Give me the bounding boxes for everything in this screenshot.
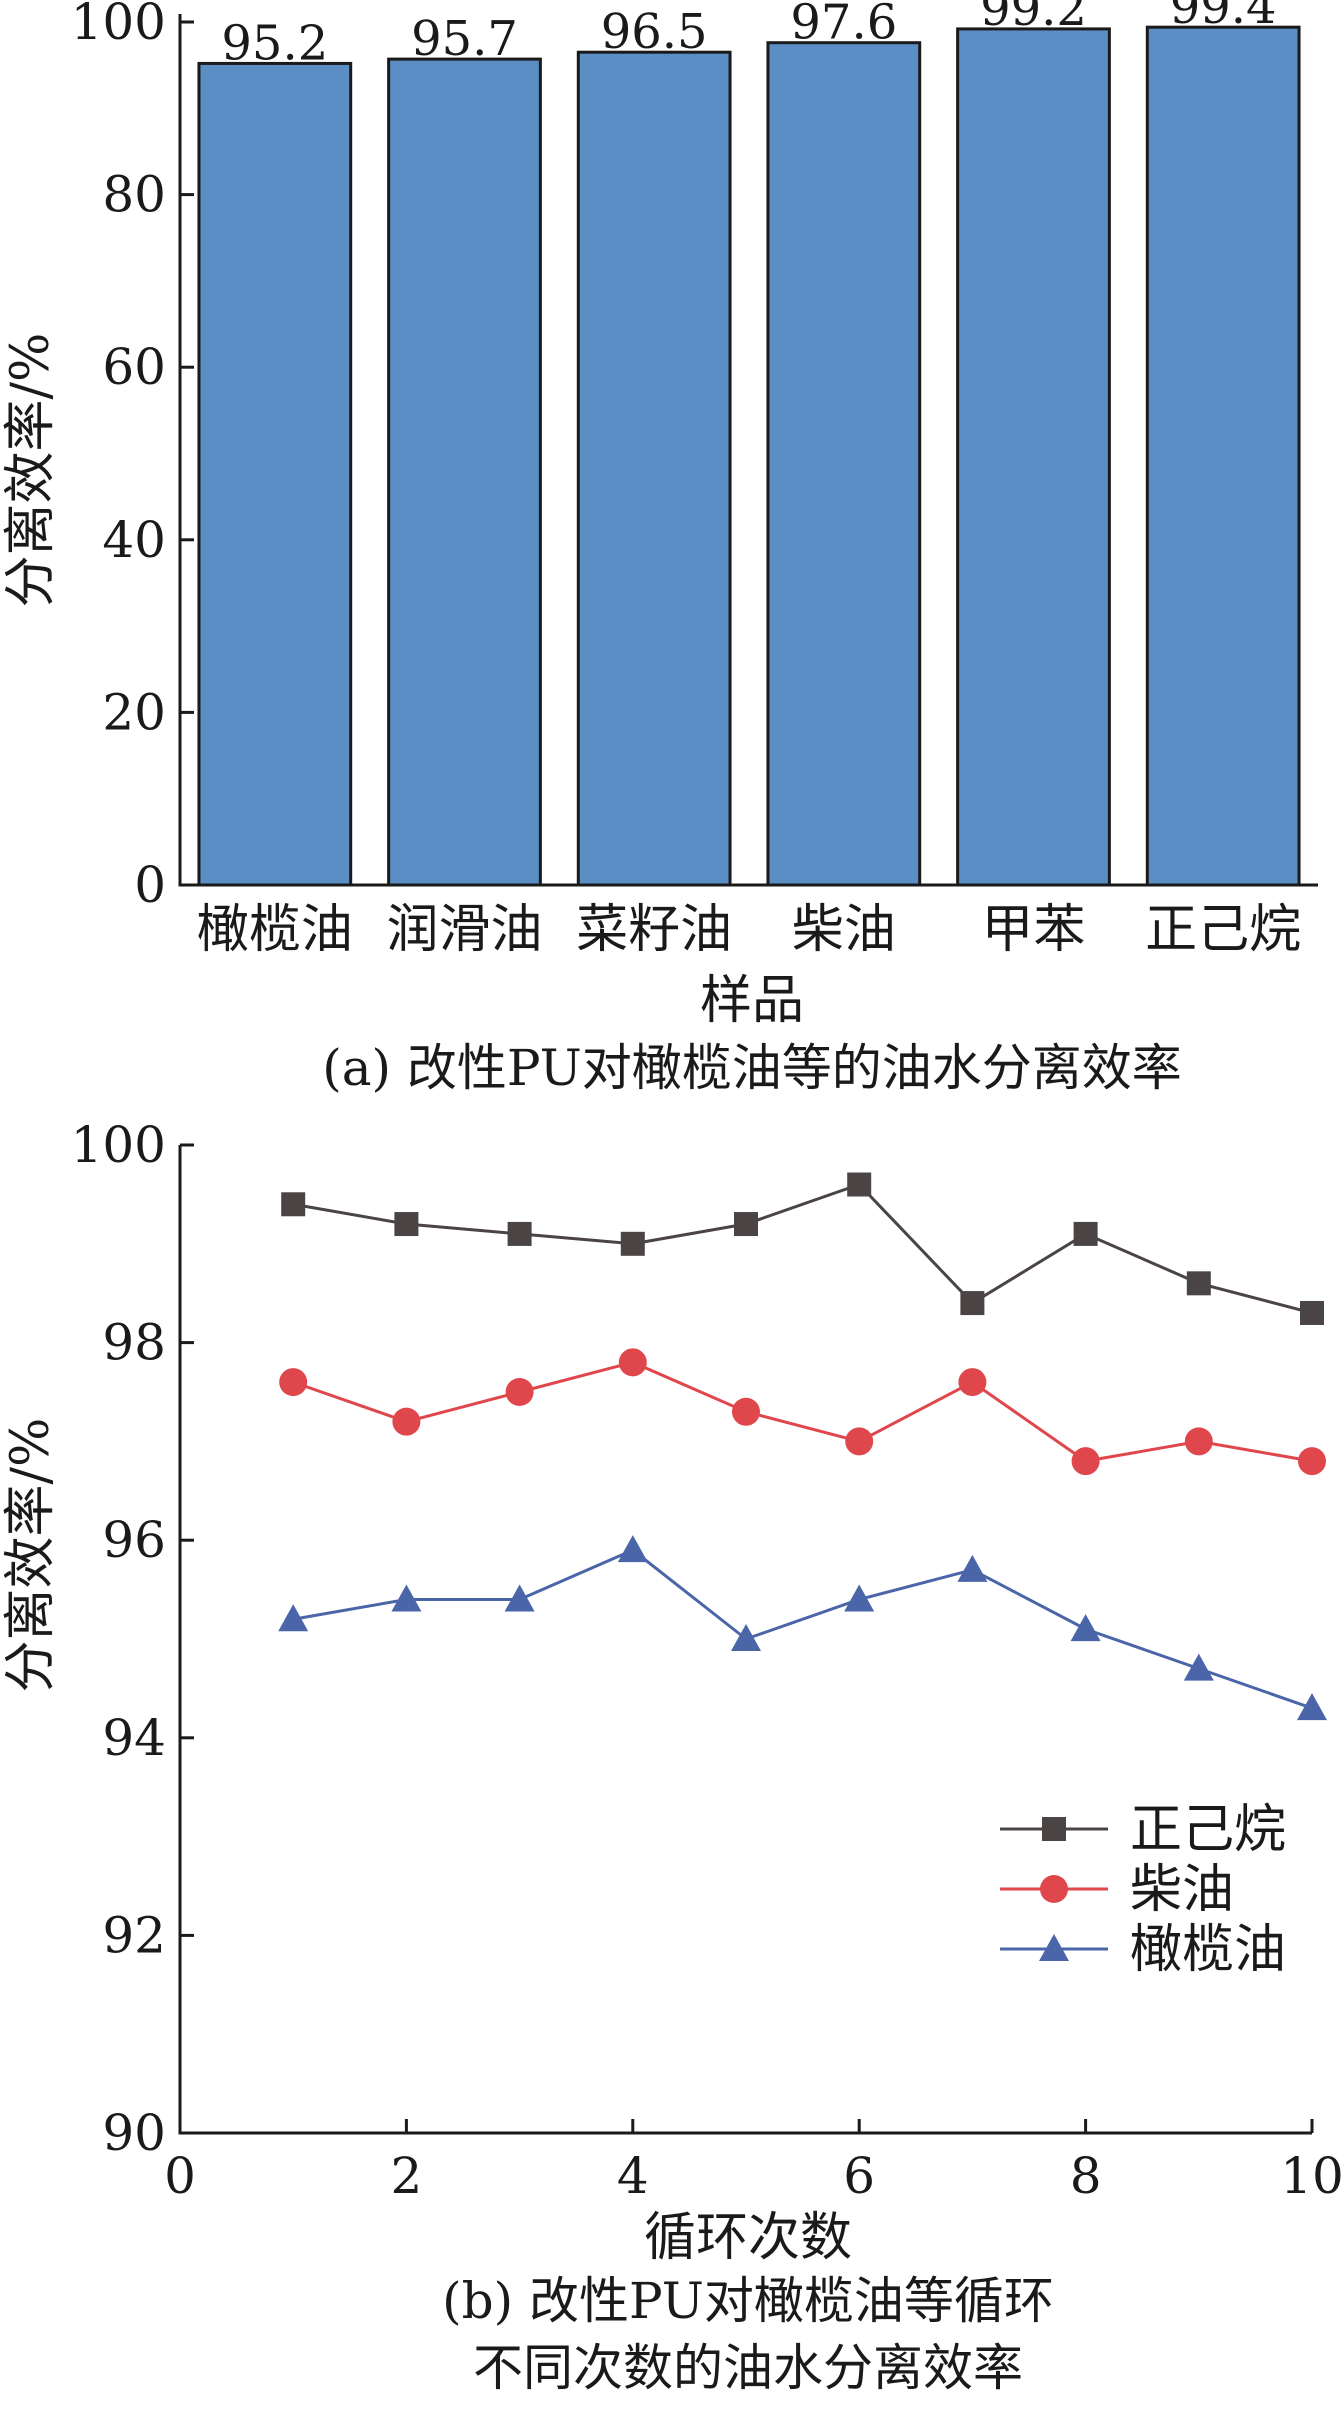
bar-value-label: 95.2 bbox=[221, 15, 328, 71]
data-point bbox=[844, 1584, 875, 1612]
x-tick-label: 8 bbox=[1070, 2147, 1102, 2205]
y-tick-label: 80 bbox=[102, 166, 166, 224]
legend-label: 正己烷 bbox=[1130, 1800, 1286, 1860]
data-point bbox=[507, 1221, 532, 1246]
bar-6 bbox=[1145, 25, 1301, 887]
series-3 bbox=[278, 1535, 1327, 1721]
x-tick-label: 10 bbox=[1280, 2147, 1342, 2205]
bar-3 bbox=[576, 50, 732, 887]
series-line bbox=[292, 1182, 1313, 1315]
x-ticks-b: 0 2 4 6 8 10 bbox=[164, 2119, 1342, 2205]
legend-label: 柴油 bbox=[1130, 1860, 1234, 1920]
x-tick-label: 6 bbox=[843, 2147, 875, 2205]
legend-label: 橄榄油 bbox=[1130, 1920, 1286, 1980]
data-point bbox=[958, 1368, 987, 1397]
data-point bbox=[960, 1291, 985, 1316]
data-point bbox=[391, 1584, 422, 1612]
data-point bbox=[1070, 1614, 1101, 1642]
bar-2 bbox=[387, 57, 542, 887]
y-axis-label-b: 分离效率/% bbox=[1, 1418, 61, 1693]
caption-b-line-2: 不同次数的油水分离效率 bbox=[473, 2339, 1023, 2397]
x-axis-label-b: 循环次数 bbox=[644, 2208, 852, 2268]
data-point bbox=[1186, 1271, 1211, 1296]
x-tick-label: 4 bbox=[617, 2147, 649, 2205]
y-ticks-b: 90 92 94 96 98 100 bbox=[71, 1116, 194, 2162]
data-point bbox=[1071, 1447, 1100, 1476]
data-point bbox=[957, 1554, 988, 1582]
caption-b-line-1: (b) 改性PU对橄榄油等循环 bbox=[442, 2272, 1054, 2330]
y-tick-label: 90 bbox=[102, 2104, 166, 2162]
y-tick-label: 20 bbox=[102, 683, 166, 741]
legend-marker bbox=[1040, 1875, 1068, 1903]
data-point bbox=[847, 1172, 872, 1197]
data-point bbox=[504, 1584, 535, 1612]
y-tick-label: 94 bbox=[102, 1709, 166, 1767]
bar-5 bbox=[956, 27, 1111, 887]
y-ticks-a: 0 20 40 60 80 100 bbox=[71, 0, 194, 914]
data-point bbox=[392, 1407, 421, 1436]
series-group bbox=[278, 1172, 1327, 1721]
series-line bbox=[292, 1548, 1313, 1710]
x-tick-label: 正己烷 bbox=[1145, 900, 1301, 960]
data-point bbox=[618, 1348, 647, 1377]
bar-value-label: 99.4 bbox=[1170, 0, 1277, 35]
data-point bbox=[1298, 1447, 1326, 1476]
bar-value-labels: 95.2 95.7 96.5 97.6 99.2 99.4 bbox=[221, 0, 1276, 71]
data-point bbox=[734, 1212, 758, 1237]
data-point bbox=[1297, 1693, 1327, 1721]
y-tick-label: 40 bbox=[102, 511, 166, 569]
x-tick-label: 2 bbox=[390, 2147, 422, 2205]
caption-a: (a) 改性PU对橄榄油等的油水分离效率 bbox=[322, 1039, 1182, 1097]
bar-1 bbox=[197, 61, 353, 887]
legend-marker bbox=[1039, 1934, 1069, 1961]
x-tick-label: 甲苯 bbox=[981, 900, 1085, 960]
bar-group bbox=[197, 25, 1301, 887]
x-tick-label: 0 bbox=[164, 2147, 196, 2205]
x-tick-label: 橄榄油 bbox=[197, 900, 353, 960]
series-1 bbox=[281, 1172, 1324, 1325]
y-tick-label: 0 bbox=[134, 856, 166, 914]
bar-value-label: 97.6 bbox=[790, 0, 897, 51]
data-point bbox=[1183, 1653, 1214, 1681]
data-point bbox=[620, 1231, 645, 1256]
legend-marker bbox=[1042, 1817, 1066, 1841]
data-point bbox=[505, 1378, 534, 1406]
series-2 bbox=[279, 1348, 1326, 1476]
y-axis-label-a: 分离效率/% bbox=[1, 333, 61, 608]
x-tick-label: 菜籽油 bbox=[576, 900, 732, 960]
y-tick-label: 96 bbox=[102, 1511, 166, 1569]
data-point bbox=[845, 1427, 874, 1456]
y-tick-label: 98 bbox=[102, 1314, 166, 1372]
data-point bbox=[394, 1212, 419, 1237]
x-tick-labels-a: 橄榄油 润滑油 菜籽油 柴油 甲苯 正己烷 bbox=[197, 900, 1301, 960]
bar-value-label: 95.7 bbox=[411, 11, 518, 67]
data-point bbox=[617, 1535, 648, 1563]
y-tick-label: 60 bbox=[102, 338, 166, 396]
data-point bbox=[281, 1192, 306, 1217]
data-point bbox=[279, 1368, 308, 1397]
data-point bbox=[1184, 1427, 1213, 1456]
data-point bbox=[278, 1604, 309, 1632]
y-tick-label: 100 bbox=[71, 0, 166, 51]
bar-4 bbox=[766, 41, 922, 887]
y-tick-label: 100 bbox=[71, 1116, 166, 1174]
bar-value-label: 99.2 bbox=[980, 0, 1087, 37]
data-point bbox=[731, 1624, 761, 1651]
y-tick-label: 92 bbox=[102, 1906, 166, 1964]
data-point bbox=[732, 1397, 760, 1426]
data-point bbox=[1073, 1221, 1098, 1246]
series-line bbox=[292, 1360, 1313, 1463]
x-axis-label-a: 样品 bbox=[700, 971, 804, 1031]
data-point bbox=[1300, 1300, 1324, 1325]
x-tick-label: 润滑油 bbox=[386, 900, 542, 960]
bar-value-label: 96.5 bbox=[601, 4, 708, 60]
x-tick-label: 柴油 bbox=[792, 900, 896, 960]
bar-chart-a: 95.2 95.7 96.5 97.6 99.2 99.4 0 20 40 60 80 100 橄榄… bbox=[1, 0, 1318, 1097]
